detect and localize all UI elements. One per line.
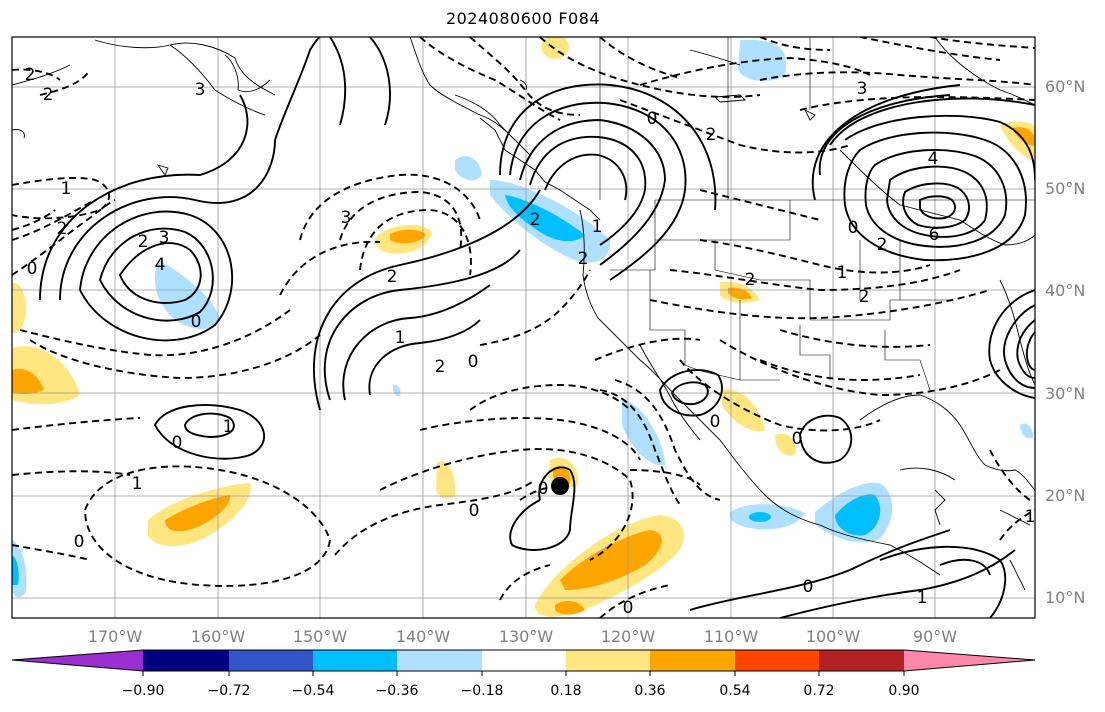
contour-label: 2 — [877, 235, 888, 255]
colorbar-tick-label: 0.18 — [550, 683, 582, 699]
contour-label: 0 — [191, 312, 202, 332]
contour-label: 0 — [848, 218, 859, 238]
contour-label: 0 — [647, 109, 658, 129]
colorbar-segment — [650, 650, 735, 671]
contour-label: 2 — [745, 270, 756, 290]
contour-label: 3 — [341, 208, 352, 228]
colorbar-segment — [397, 650, 482, 671]
contour-label: 1 — [592, 217, 603, 237]
lat-label-60n: 60°N — [1045, 77, 1086, 96]
contour-label: 1 — [1025, 507, 1036, 527]
lat-label-20n: 20°N — [1045, 486, 1086, 505]
contour-label: 2 — [43, 85, 54, 105]
contour-label: 0 — [27, 259, 38, 279]
lon-label-170w: 170°W — [87, 627, 143, 646]
borders — [599, 37, 1035, 391]
contour-label: 4 — [928, 149, 939, 169]
contour-label: 3 — [857, 79, 868, 99]
colorbar-tick-label: 0.54 — [719, 683, 751, 699]
lon-label-90w: 90°W — [912, 627, 958, 646]
contour-label: 0 — [468, 352, 479, 372]
colorbar-tick-label: −0.18 — [460, 683, 504, 699]
contour-label: 1 — [61, 179, 72, 199]
contour-label: 6 — [929, 225, 940, 245]
colorbar-segment — [313, 650, 397, 671]
colorbar-tick-label: 0.72 — [803, 683, 835, 699]
contour-label: 0 — [792, 429, 803, 449]
contour-label: 1 — [917, 588, 928, 608]
contour-label: 2 — [859, 287, 870, 307]
contour-label: 0 — [74, 532, 85, 552]
contour-label: 2 — [530, 210, 541, 230]
contour-label: 0 — [538, 479, 549, 499]
colorbar — [11, 649, 1036, 676]
contour-label: 2 — [57, 219, 68, 239]
colorbar-segment — [143, 650, 229, 671]
colorbar-segment — [819, 650, 904, 671]
plot-title: 2024080600 F084 — [445, 9, 601, 28]
colorbar-tick-label: 0.90 — [888, 683, 920, 699]
contour-label: 3 — [195, 80, 206, 100]
colorbar-segment — [566, 650, 650, 671]
colorbar-segment — [229, 650, 313, 671]
lon-label-160w: 160°W — [190, 627, 246, 646]
contour-label: 1 — [132, 474, 143, 494]
contour-label: 0 — [623, 598, 634, 618]
lat-label-50n: 50°N — [1045, 179, 1086, 198]
lon-label-130w: 130°W — [498, 627, 554, 646]
contour-label: 2 — [138, 232, 149, 252]
contour-label: 2 — [25, 65, 36, 85]
colorbar-tick-label: 0.36 — [634, 683, 666, 699]
lon-label-110w: 110°W — [703, 627, 759, 646]
contour-label: 0 — [172, 433, 183, 453]
colorbar-tick-label: −0.90 — [121, 683, 165, 699]
colorbar-segment — [482, 650, 566, 671]
lat-label-40n: 40°N — [1045, 281, 1086, 300]
contour-label: 2 — [435, 357, 446, 377]
contour-label: 1 — [223, 417, 234, 437]
contours-dashed — [12, 37, 1035, 618]
lat-label-30n: 30°N — [1045, 384, 1086, 403]
colorbar-extend-high — [904, 650, 1035, 671]
contour-label: 1 — [395, 328, 406, 348]
contours-solid — [39, 37, 1035, 618]
colorbar-segment — [735, 650, 819, 671]
contour-label: 1 — [837, 263, 848, 283]
shading-layer — [12, 37, 1035, 617]
lon-label-150w: 150°W — [292, 627, 348, 646]
colorbar-extend-low — [12, 650, 143, 671]
storm-marker — [551, 477, 569, 495]
contour-labels: 2 2 1 0 2 3 4 3 2 0 0 1 1 2 3 2 1 0 2 1 … — [25, 65, 1036, 618]
contour-label: 2 — [706, 125, 717, 145]
colorbar-tick-label: −0.54 — [291, 683, 335, 699]
lon-label-120w: 120°W — [600, 627, 656, 646]
contour-label: 4 — [155, 255, 166, 275]
contour-label: 3 — [159, 228, 170, 248]
contour-label: 2 — [578, 249, 589, 269]
map-frame — [11, 36, 1036, 619]
contour-label: 0 — [469, 501, 480, 521]
lon-label-100w: 100°W — [805, 627, 861, 646]
contour-label: 0 — [803, 577, 814, 597]
lat-label-10n: 10°N — [1045, 588, 1086, 607]
lon-label-140w: 140°W — [395, 627, 451, 646]
coastlines — [12, 37, 1035, 591]
colorbar-tick-label: −0.72 — [207, 683, 251, 699]
contour-label: 2 — [387, 267, 398, 287]
contour-label: 0 — [710, 412, 721, 432]
colorbar-tick-label: −0.36 — [375, 683, 419, 699]
